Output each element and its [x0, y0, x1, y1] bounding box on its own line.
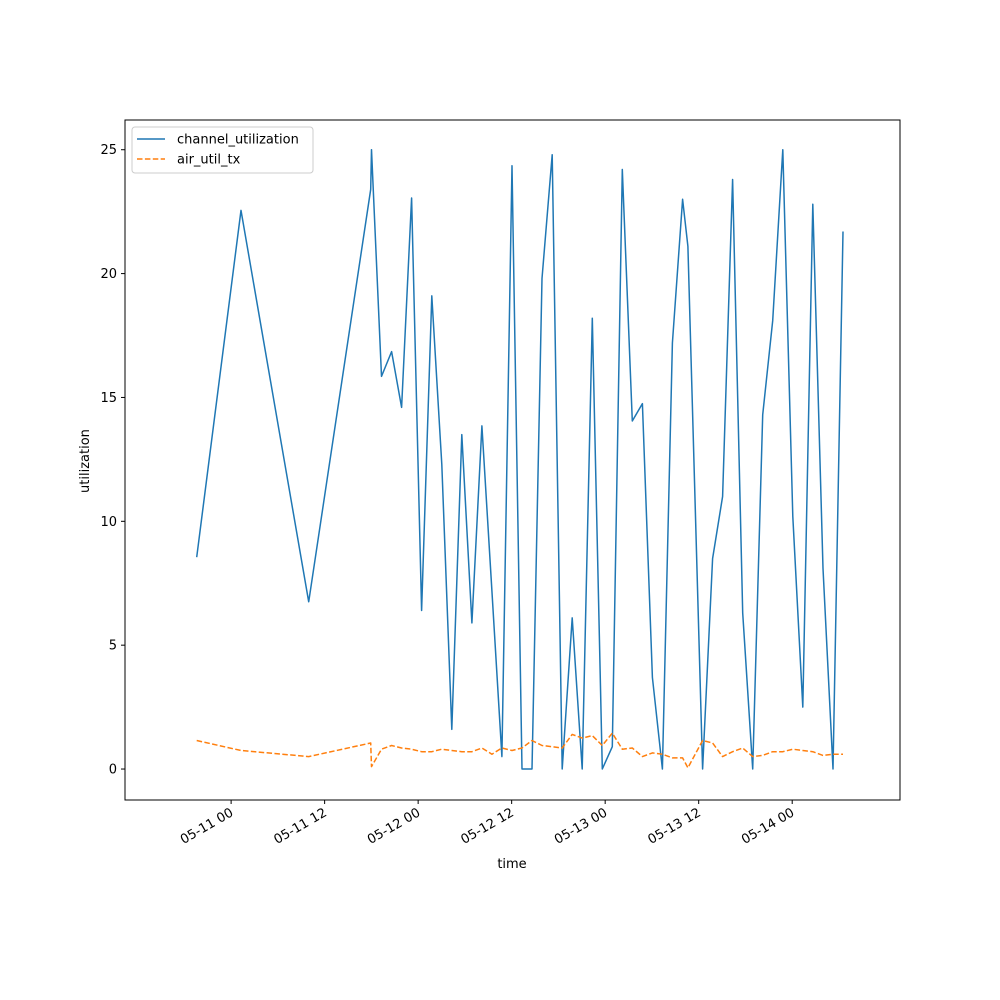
y-tick-label: 0 [109, 763, 117, 778]
y-tick-label: 5 [109, 639, 117, 654]
legend-box [131, 126, 314, 174]
legend-label-air-util-tx: air_util_tx [177, 153, 241, 168]
y-tick-label: 20 [100, 267, 117, 282]
legend: channel_utilization air_util_tx [131, 126, 314, 174]
y-tick-label: 25 [100, 143, 117, 158]
y-tick-label: 10 [100, 515, 117, 530]
y-tick-label: 15 [100, 391, 117, 406]
plot-area-frame [124, 119, 901, 801]
y-axis: 0 5 10 15 20 25 [100, 143, 125, 778]
legend-label-channel-utilization: channel_utilization [177, 133, 299, 148]
series-line-channel-utilization [195, 148, 844, 770]
y-axis-label: utilization [78, 429, 93, 493]
plot-lines [195, 148, 844, 770]
series-line-air-util-tx [196, 732, 843, 769]
x-axis-label: time [497, 857, 526, 872]
